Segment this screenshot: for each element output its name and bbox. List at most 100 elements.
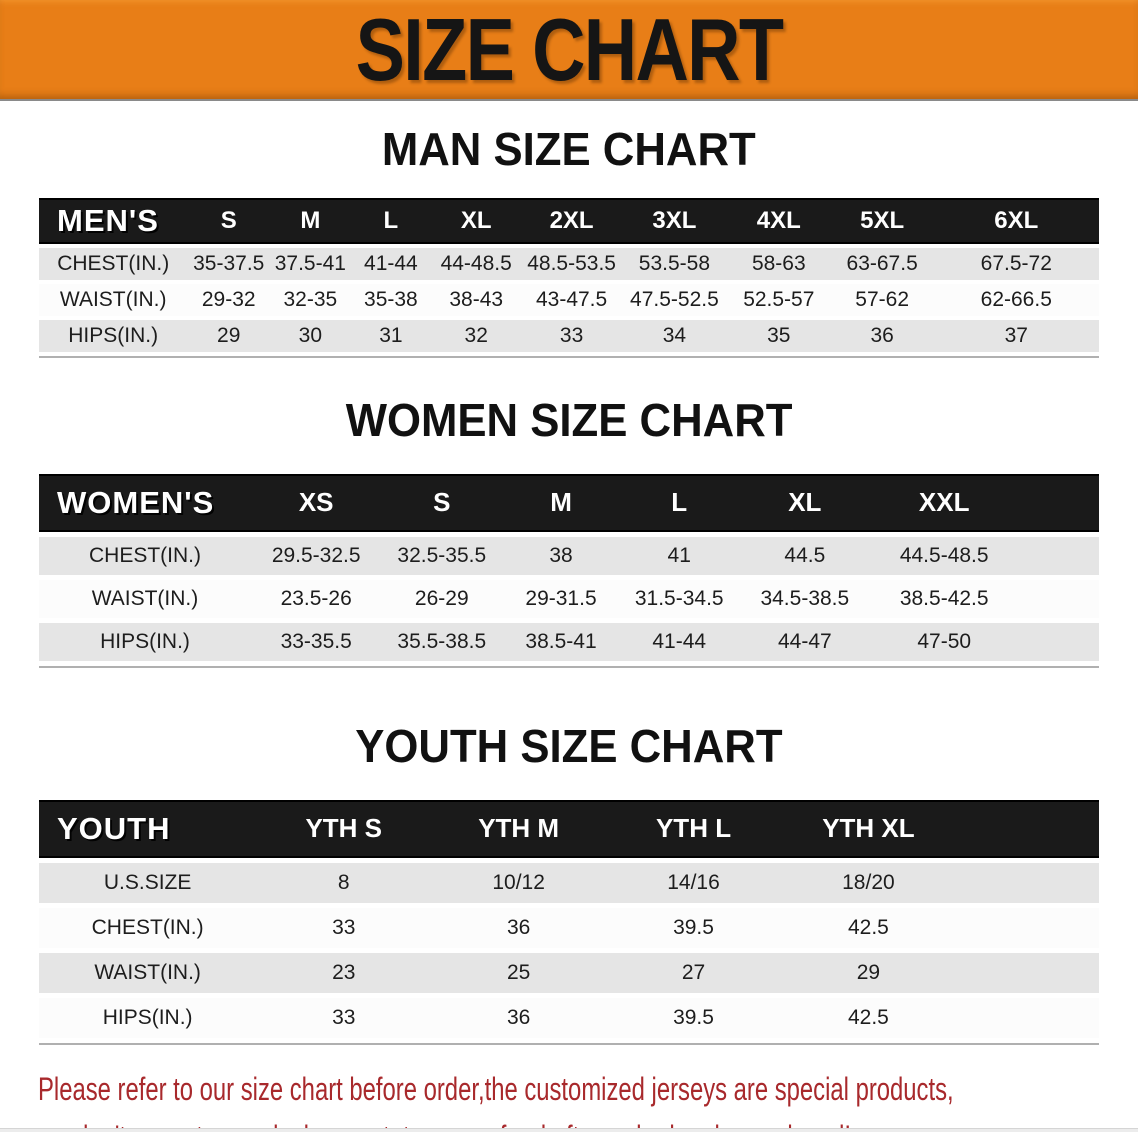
size-value: 35 — [726, 319, 831, 352]
size-column-header: 4XL — [726, 197, 831, 244]
size-column-header: S — [381, 473, 503, 532]
size-value: 44.5-48.5 — [871, 536, 1018, 575]
size-value: 44-47 — [738, 622, 872, 661]
size-column-header: YTH L — [606, 799, 781, 858]
measurement-label: HIPS(IN.) — [39, 997, 257, 1038]
measurement-row: WAIST(IN.) 23.5-26 26-29 29-31.5 31.5-34.5 34… — [39, 579, 1099, 618]
measurement-label: WAIST(IN.) — [39, 283, 188, 316]
row-spacer — [1017, 622, 1099, 661]
image-bottom-edge — [0, 1128, 1138, 1132]
men-size-table: MEN'S S M L XL 2XL 3XL 4XL 5XL 6XL CHEST(IN.) 35-3… — [39, 194, 1099, 358]
size-value: 25 — [431, 952, 607, 993]
size-column-header: XXL — [871, 473, 1018, 532]
size-value: 57-62 — [830, 283, 934, 316]
size-value: 26-29 — [381, 579, 503, 618]
size-value: 33 — [256, 907, 432, 948]
size-value: 23 — [256, 952, 432, 993]
measurement-row: HIPS(IN.) 29 30 31 32 33 34 35 36 37 — [39, 319, 1099, 352]
size-value: 33-35.5 — [251, 622, 382, 661]
size-value: 31.5-34.5 — [619, 579, 739, 618]
size-column-header: YTH XL — [780, 799, 956, 858]
youth-table-header-row: YOUTH YTH S YTH M YTH L YTH XL — [39, 799, 1099, 858]
size-column-header: XL — [738, 473, 872, 532]
size-value: 37 — [933, 319, 1099, 352]
size-value: 39.5 — [606, 997, 781, 1038]
size-value: 32-35 — [270, 283, 351, 316]
youth-size-section: YOUTH SIZE CHART YOUTH YTH S YTH M YTH L YTH… — [0, 720, 1138, 1045]
women-table-header-row: WOMEN'S XS S M L XL XXL — [39, 473, 1099, 532]
measurement-row: HIPS(IN.) 33 36 39.5 42.5 — [39, 997, 1099, 1038]
size-value: 33 — [521, 319, 622, 352]
size-value: 37.5-41 — [270, 247, 351, 280]
size-value: 58-63 — [726, 247, 831, 280]
size-value: 29.5-32.5 — [251, 536, 382, 575]
measurement-label: U.S.SIZE — [39, 862, 257, 903]
size-column-header: 5XL — [830, 197, 934, 244]
size-value: 41 — [619, 536, 739, 575]
measurement-label: WAIST(IN.) — [39, 579, 251, 618]
men-size-section: MAN SIZE CHART MEN'S S M L XL 2XL 3XL 4XL 5XL 6XL… — [0, 123, 1138, 358]
size-value: 41-44 — [350, 247, 432, 280]
size-value: 36 — [431, 907, 607, 948]
measurement-row: WAIST(IN.) 23 25 27 29 — [39, 952, 1099, 993]
row-spacer — [955, 997, 1099, 1038]
size-value: 29 — [780, 952, 956, 993]
size-value: 38.5-41 — [502, 622, 620, 661]
disclaimer-line-1: Please refer to our size chart before or… — [38, 1070, 954, 1107]
size-column-header: M — [502, 473, 620, 532]
measurement-label: HIPS(IN.) — [39, 622, 251, 661]
size-value: 47-50 — [871, 622, 1018, 661]
size-value: 38 — [502, 536, 620, 575]
row-spacer — [955, 862, 1099, 903]
size-column-header: 3XL — [621, 197, 727, 244]
size-value: 27 — [606, 952, 781, 993]
size-column-header: YTH M — [431, 799, 607, 858]
youth-size-table: YOUTH YTH S YTH M YTH L YTH XL U.S.SIZE 8 10/1… — [39, 795, 1099, 1045]
size-value: 43-47.5 — [521, 283, 622, 316]
size-value: 32 — [431, 319, 522, 352]
size-value: 30 — [270, 319, 351, 352]
size-chart-banner: SIZE CHART — [0, 0, 1138, 101]
size-value: 44-48.5 — [431, 247, 522, 280]
size-value: 35.5-38.5 — [381, 622, 503, 661]
size-value: 38-43 — [431, 283, 522, 316]
table-group-label: WOMEN'S — [39, 473, 251, 532]
size-value: 23.5-26 — [251, 579, 382, 618]
women-section-title: WOMEN SIZE CHART — [345, 393, 793, 446]
measurement-row: CHEST(IN.) 29.5-32.5 32.5-35.5 38 41 44.5 44.5… — [39, 536, 1099, 575]
youth-section-title: YOUTH SIZE CHART — [355, 719, 783, 772]
size-column-header: 6XL — [933, 197, 1099, 244]
size-column-header: YTH S — [256, 799, 432, 858]
measurement-row: CHEST(IN.) 35-37.5 37.5-41 41-44 44-48.5 48.5… — [39, 247, 1099, 280]
measurement-label: CHEST(IN.) — [39, 907, 257, 948]
measurement-label: HIPS(IN.) — [39, 319, 188, 352]
measurement-row: U.S.SIZE 8 10/12 14/16 18/20 — [39, 862, 1099, 903]
size-value: 62-66.5 — [933, 283, 1099, 316]
size-value: 29-31.5 — [502, 579, 620, 618]
size-column-header: L — [350, 197, 432, 244]
size-value: 48.5-53.5 — [521, 247, 622, 280]
size-value: 32.5-35.5 — [381, 536, 503, 575]
size-column-header: S — [187, 197, 271, 244]
size-value: 44.5 — [738, 536, 872, 575]
size-value: 41-44 — [619, 622, 739, 661]
size-value: 34.5-38.5 — [738, 579, 872, 618]
table-group-label: MEN'S — [39, 197, 188, 244]
size-column-header: 2XL — [521, 197, 622, 244]
table-group-label: YOUTH — [39, 799, 257, 858]
row-spacer — [1017, 536, 1099, 575]
size-value: 53.5-58 — [621, 247, 727, 280]
men-section-title: MAN SIZE CHART — [382, 123, 756, 175]
banner-title: SIZE CHART — [355, 0, 784, 99]
row-spacer — [1017, 579, 1099, 618]
row-spacer — [955, 907, 1099, 948]
measurement-row: CHEST(IN.) 33 36 39.5 42.5 — [39, 907, 1099, 948]
women-size-section: WOMEN SIZE CHART WOMEN'S XS S M L XL XXL CHEST… — [0, 394, 1138, 668]
measurement-row: HIPS(IN.) 33-35.5 35.5-38.5 38.5-41 41-44 44-… — [39, 622, 1099, 661]
size-column-header: L — [619, 473, 739, 532]
size-value: 67.5-72 — [933, 247, 1099, 280]
size-value: 42.5 — [780, 997, 956, 1038]
header-spacer — [1017, 473, 1099, 532]
measurement-row: WAIST(IN.) 29-32 32-35 35-38 38-43 43-47.5 47.… — [39, 283, 1099, 316]
size-value: 42.5 — [780, 907, 956, 948]
